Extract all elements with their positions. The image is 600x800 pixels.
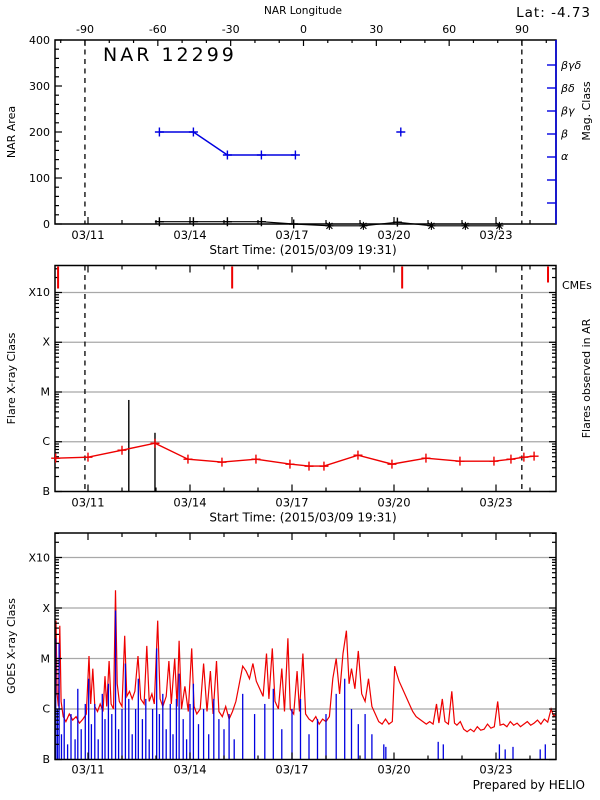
- y-tick-label: B: [42, 485, 50, 498]
- y-tick-label: X: [42, 336, 50, 349]
- lon-tick-label: -30: [222, 23, 240, 36]
- date-tick-label: 03/17: [275, 228, 308, 242]
- mag-class-tick-label: α: [561, 150, 569, 163]
- y-tick-label: 100: [29, 172, 50, 185]
- flare-class-panel: [51, 264, 557, 493]
- date-tick-label: 03/11: [71, 496, 104, 510]
- mag-class-tick-label: βδ: [560, 82, 575, 95]
- date-tick-label: 03/14: [173, 228, 206, 242]
- y-tick-label: X10: [28, 552, 50, 565]
- date-tick-label: 03/17: [275, 763, 308, 777]
- lon-tick-label: 0: [300, 23, 307, 36]
- date-tick-label: 03/11: [71, 228, 104, 242]
- y-axis-title: GOES X-ray Class: [5, 598, 18, 694]
- date-tick-label: 03/20: [377, 763, 410, 777]
- y-tick-label: 0: [43, 218, 50, 231]
- y-tick-label: C: [42, 435, 50, 448]
- date-tick-label: 03/14: [173, 496, 206, 510]
- right-axis-title: Flares observed in AR: [580, 318, 593, 438]
- start-time-label: Start Time: (2015/03/09 19:31): [209, 511, 396, 525]
- flare-mean-class-line: [55, 442, 535, 467]
- y-axis-title: NAR Area: [5, 106, 18, 158]
- lon-tick-label: 30: [369, 23, 383, 36]
- y-tick-label: B: [42, 753, 50, 766]
- date-tick-label: 03/17: [275, 496, 308, 510]
- date-tick-label: 03/23: [479, 228, 512, 242]
- y-tick-label: X10: [28, 286, 50, 299]
- mag-class-tick-label: β: [560, 128, 568, 141]
- y-tick-label: 400: [29, 34, 50, 47]
- flare-panel-gridlines: [55, 291, 556, 443]
- lon-tick-label: 60: [442, 23, 456, 36]
- date-tick-label: 03/20: [377, 228, 410, 242]
- right-axis-title: Mag. Class: [580, 81, 593, 140]
- date-tick-label: 03/23: [479, 496, 512, 510]
- goes-xray-panel: [54, 532, 557, 761]
- credit-label: Prepared by HELIO: [473, 778, 585, 792]
- lon-tick-label: 90: [515, 23, 529, 36]
- date-tick-label: 03/11: [71, 763, 104, 777]
- lon-tick-label: -90: [76, 23, 94, 36]
- date-tick-label: 03/20: [377, 496, 410, 510]
- lon-tick-label: -60: [149, 23, 167, 36]
- active-region-title: NAR 12299: [103, 44, 237, 66]
- goes-panel-gridlines: [55, 556, 556, 710]
- date-tick-label: 03/14: [173, 763, 206, 777]
- cme-tick-marks: [57, 266, 550, 289]
- y-tick-label: M: [41, 653, 51, 666]
- y-tick-label: M: [41, 386, 51, 399]
- y-tick-label: 300: [29, 80, 50, 93]
- y-tick-label: C: [42, 703, 50, 716]
- y-axis-title: Flare X-ray Class: [5, 332, 18, 424]
- cme-legend-label: CMEs: [562, 279, 592, 292]
- y-tick-label: X: [42, 602, 50, 615]
- latitude-readout: Lat: -4.73: [516, 5, 591, 21]
- mag-class-tick-label: βγδ: [560, 59, 582, 72]
- start-time-label: Start Time: (2015/03/09 19:31): [209, 243, 396, 257]
- nar-area-panel: [54, 39, 557, 230]
- top-axis-title: NAR Longitude: [264, 5, 342, 17]
- goes-long-channel-curve: [54, 590, 557, 733]
- y-tick-label: 200: [29, 126, 50, 139]
- date-tick-label: 03/23: [479, 763, 512, 777]
- mag-class-tick-label: βγ: [560, 105, 575, 118]
